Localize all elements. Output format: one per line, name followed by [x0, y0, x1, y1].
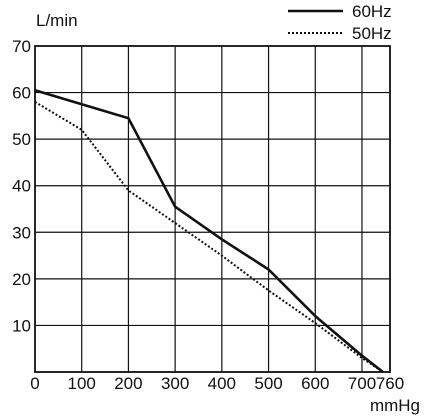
- tick-labels: 0 100 200 300 400 500 600 700 760 10 20 30 40 50 60 70: [12, 37, 404, 393]
- x-axis-label: mmHg: [370, 396, 420, 415]
- y-tick-label-20: 20: [12, 270, 31, 289]
- axes: [34, 45, 391, 373]
- x-tick-label-600: 600: [301, 374, 329, 393]
- legend-label-60Hz: 60Hz: [352, 2, 392, 21]
- grid: [35, 46, 390, 372]
- legend-label-50Hz: 50Hz: [352, 24, 392, 43]
- x-tick-label-200: 200: [114, 374, 142, 393]
- y-tick-label-10: 10: [12, 316, 31, 335]
- x-tick-label-760: 760: [376, 374, 404, 393]
- legend: 60Hz 50Hz: [288, 2, 392, 43]
- x-tick-label-0: 0: [30, 374, 39, 393]
- x-tick-label-400: 400: [208, 374, 236, 393]
- plot-frame: [34, 45, 391, 373]
- y-axis-label: L/min: [36, 11, 78, 30]
- x-tick-label-700: 700: [348, 374, 376, 393]
- y-tick-label-60: 60: [12, 84, 31, 103]
- y-tick-label-70: 70: [12, 37, 31, 56]
- series-layer: [34, 88, 384, 374]
- series-line-50Hz: [34, 101, 384, 373]
- series-line-60Hz: [34, 88, 384, 374]
- x-tick-label-100: 100: [68, 374, 96, 393]
- y-tick-label-40: 40: [12, 177, 31, 196]
- y-tick-label-50: 50: [12, 130, 31, 149]
- y-tick-label-30: 30: [12, 223, 31, 242]
- x-tick-label-500: 500: [254, 374, 282, 393]
- x-tick-label-300: 300: [161, 374, 189, 393]
